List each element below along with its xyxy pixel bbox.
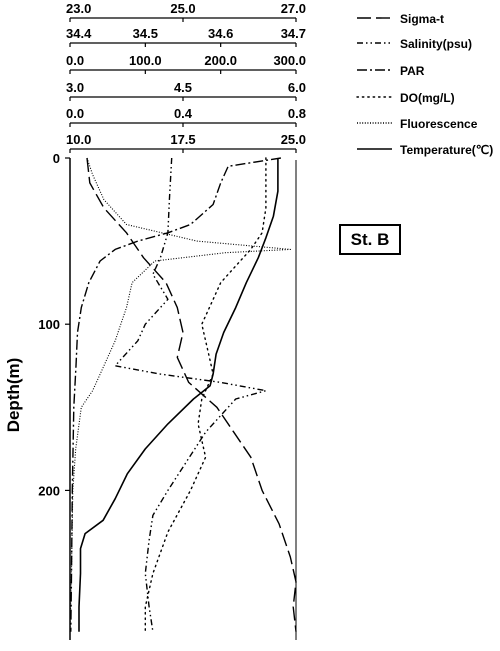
top-axis-tick-label-3-2: 6.0 [288,80,306,95]
top-axis-tick-label-1-1: 34.5 [133,26,158,41]
top-axis-tick-label-1-3: 34.7 [281,26,306,41]
y-axis-tick-label-1: 100 [38,317,60,332]
y-axis-label: Depth(m) [4,358,23,433]
top-axis-tick-label-3-0: 3.0 [66,80,84,95]
series-line-temperature [78,158,279,632]
top-axis-tick-label-2-1: 100.0 [129,53,162,68]
y-axis-tick-label-0: 0 [53,151,60,166]
top-axis-tick-label-2-0: 0.0 [66,53,84,68]
legend-label-1: Salinity(psu) [400,37,472,51]
series-line-fluorescence [69,157,291,632]
legend-label-0: Sigma-t [400,12,444,26]
top-axis-tick-label-4-1: 0.4 [174,106,193,121]
legend-label-2: PAR [400,64,425,78]
top-axis-tick-label-5-0: 10.0 [66,132,91,147]
top-axis-tick-label-1-2: 34.6 [208,26,233,41]
top-axis-tick-label-4-2: 0.8 [288,106,306,121]
top-axis-tick-label-0-0: 23.0 [66,1,91,16]
top-axis-tick-label-5-1: 17.5 [170,132,195,147]
series-line-do-mg-l [144,157,267,633]
station-label-box [339,224,401,255]
top-axis-tick-label-1-0: 34.4 [66,26,92,41]
top-axis-tick-label-2-2: 200.0 [204,53,237,68]
top-axis-tick-label-2-3: 300.0 [273,53,306,68]
series-line-salinity-psu [114,157,267,632]
top-axis-tick-label-0-1: 25.0 [170,1,195,16]
top-axis-tick-label-5-2: 25.0 [281,132,306,147]
legend-label-4: Fluorescence [400,117,478,131]
legend-label-3: DO(mg/L) [400,91,455,105]
top-axis-tick-label-3-1: 4.5 [174,80,192,95]
top-axis-tick-label-4-0: 0.0 [66,106,84,121]
y-axis-tick-label-2: 200 [38,483,60,498]
series-line-sigma-t [86,157,297,632]
top-axis-tick-label-0-2: 27.0 [281,1,306,16]
station-label: St. B [351,230,390,249]
series-line-par [70,157,282,632]
legend-label-5: Temperature(℃) [400,143,493,157]
